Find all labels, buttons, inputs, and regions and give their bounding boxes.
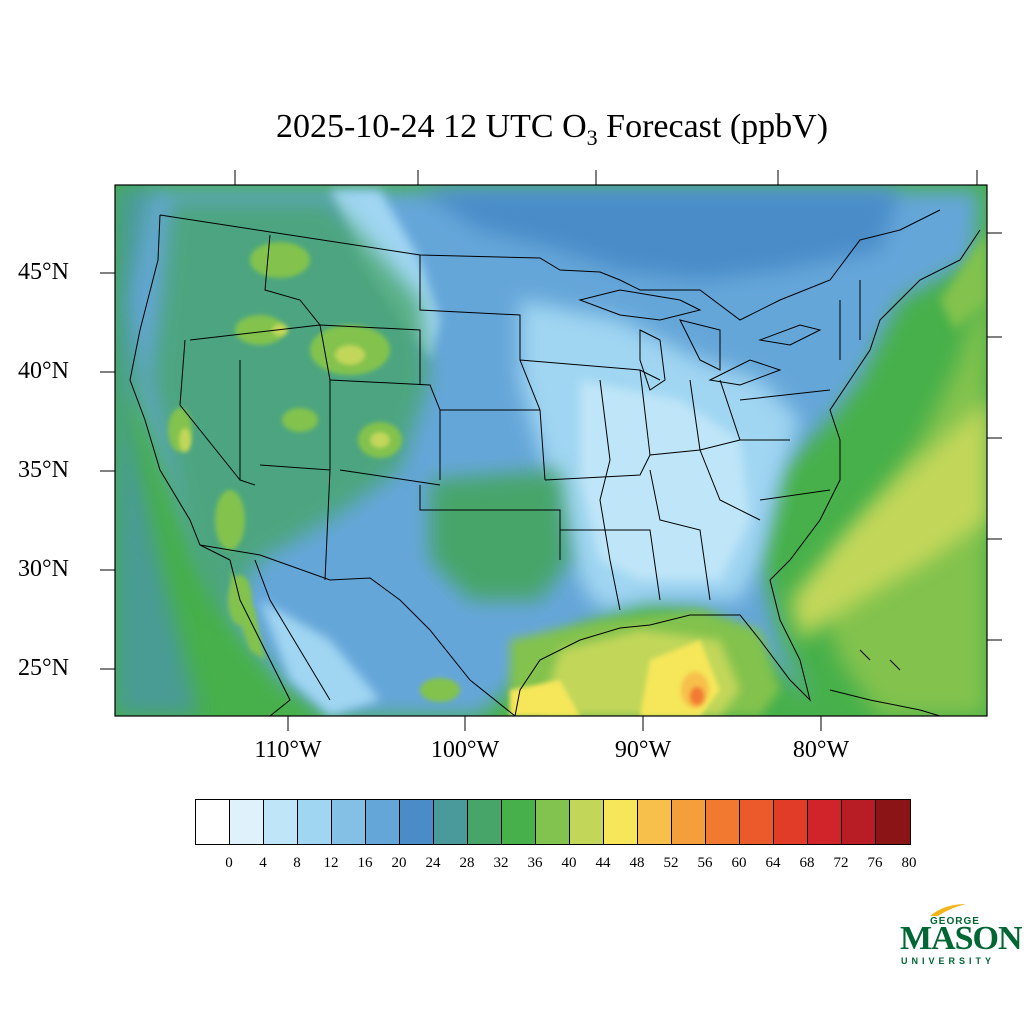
colorbar-swatch [298, 800, 332, 844]
title-prefix: 2025-10-24 12 UTC O [275, 108, 587, 145]
title-subscript: 3 [586, 124, 598, 150]
colorbar-tick-label: 4 [259, 855, 267, 871]
ozone-field [115, 185, 987, 716]
colorbar [195, 799, 911, 845]
colorbar-tick-label: 8 [293, 855, 301, 871]
lon-label-110w: 110°W [254, 737, 322, 763]
coastline-and-borders [129, 209, 981, 717]
colorbar-swatch [570, 800, 604, 844]
colorbar-swatch [672, 800, 706, 844]
logo-line2: MASON [900, 920, 1023, 957]
colorbar-swatch [196, 800, 230, 844]
colorbar-tick-label: 64 [765, 855, 781, 871]
colorbar-tick-label: 36 [527, 855, 543, 871]
colorbar-swatch [332, 800, 366, 844]
colorbar-tick-label: 40 [561, 855, 577, 871]
colorbar-tick-label: 44 [595, 855, 611, 871]
swoosh-icon [930, 904, 966, 916]
lon-label-100w: 100°W [430, 737, 500, 763]
logo-line1: GEORGE [930, 916, 980, 927]
lon-label-90w: 90°W [614, 737, 672, 763]
colorbar-tick-label: 32 [493, 855, 509, 871]
colorbar-swatch [774, 800, 808, 844]
bottom-ticks [287, 716, 822, 731]
colorbar-swatch [264, 800, 298, 844]
lon-label-80w: 80°W [792, 737, 850, 763]
right-ticks [987, 232, 1002, 641]
lat-label-35: 35°N [18, 457, 69, 483]
colorbar-tick-label: 20 [391, 855, 407, 871]
lat-label-45: 45°N [18, 259, 69, 285]
colorbar-swatch [740, 800, 774, 844]
colorbar-tick-label: 72 [833, 855, 849, 871]
colorbar-swatch [808, 800, 842, 844]
left-ticks [100, 272, 115, 670]
map-title: 2025-10-24 12 UTC O3 Forecast (ppbV) [0, 108, 1024, 151]
top-ticks [234, 170, 978, 185]
colorbar-tick-label: 52 [663, 855, 679, 871]
map-frame [114, 184, 988, 717]
colorbar-swatch [604, 800, 638, 844]
colorbar-tick-label: 12 [323, 855, 339, 871]
colorbar-swatch [876, 800, 910, 844]
colorbar-swatch [706, 800, 740, 844]
colorbar-swatch [400, 800, 434, 844]
colorbar-tick-label: 0 [225, 855, 233, 871]
colorbar-tick-label: 48 [629, 855, 645, 871]
colorbar-tick-label: 56 [697, 855, 713, 871]
colorbar-tick-label: 24 [425, 855, 441, 871]
logo-line3: UNIVERSITY [901, 956, 996, 966]
colorbar-tick-label: 16 [357, 855, 373, 871]
colorbar-swatch [230, 800, 264, 844]
colorbar-tick-label: 60 [731, 855, 747, 871]
colorbar-swatch [638, 800, 672, 844]
colorbar-swatch [468, 800, 502, 844]
colorbar-tick-label: 28 [459, 855, 475, 871]
colorbar-swatch [536, 800, 570, 844]
lat-label-30: 30°N [18, 556, 69, 582]
colorbar-tick-label: 76 [867, 855, 883, 871]
colorbar-swatch [502, 800, 536, 844]
colorbar-tick-label: 80 [901, 855, 917, 871]
lat-label-25: 25°N [18, 655, 69, 681]
colorbar-swatch [366, 800, 400, 844]
colorbar-swatch [434, 800, 468, 844]
colorbar-swatch [842, 800, 876, 844]
colorbar-labels: 0 4 8 12 16 20 24 28 32 36 40 44 48 52 56 60 64 68 72 76 80 [195, 855, 917, 877]
lat-label-40: 40°N [18, 358, 69, 384]
george-mason-logo: GEORGE MASON UNIVERSITY [898, 902, 1023, 968]
title-suffix: Forecast (ppbV) [597, 108, 829, 145]
colorbar-tick-label: 68 [799, 855, 815, 871]
